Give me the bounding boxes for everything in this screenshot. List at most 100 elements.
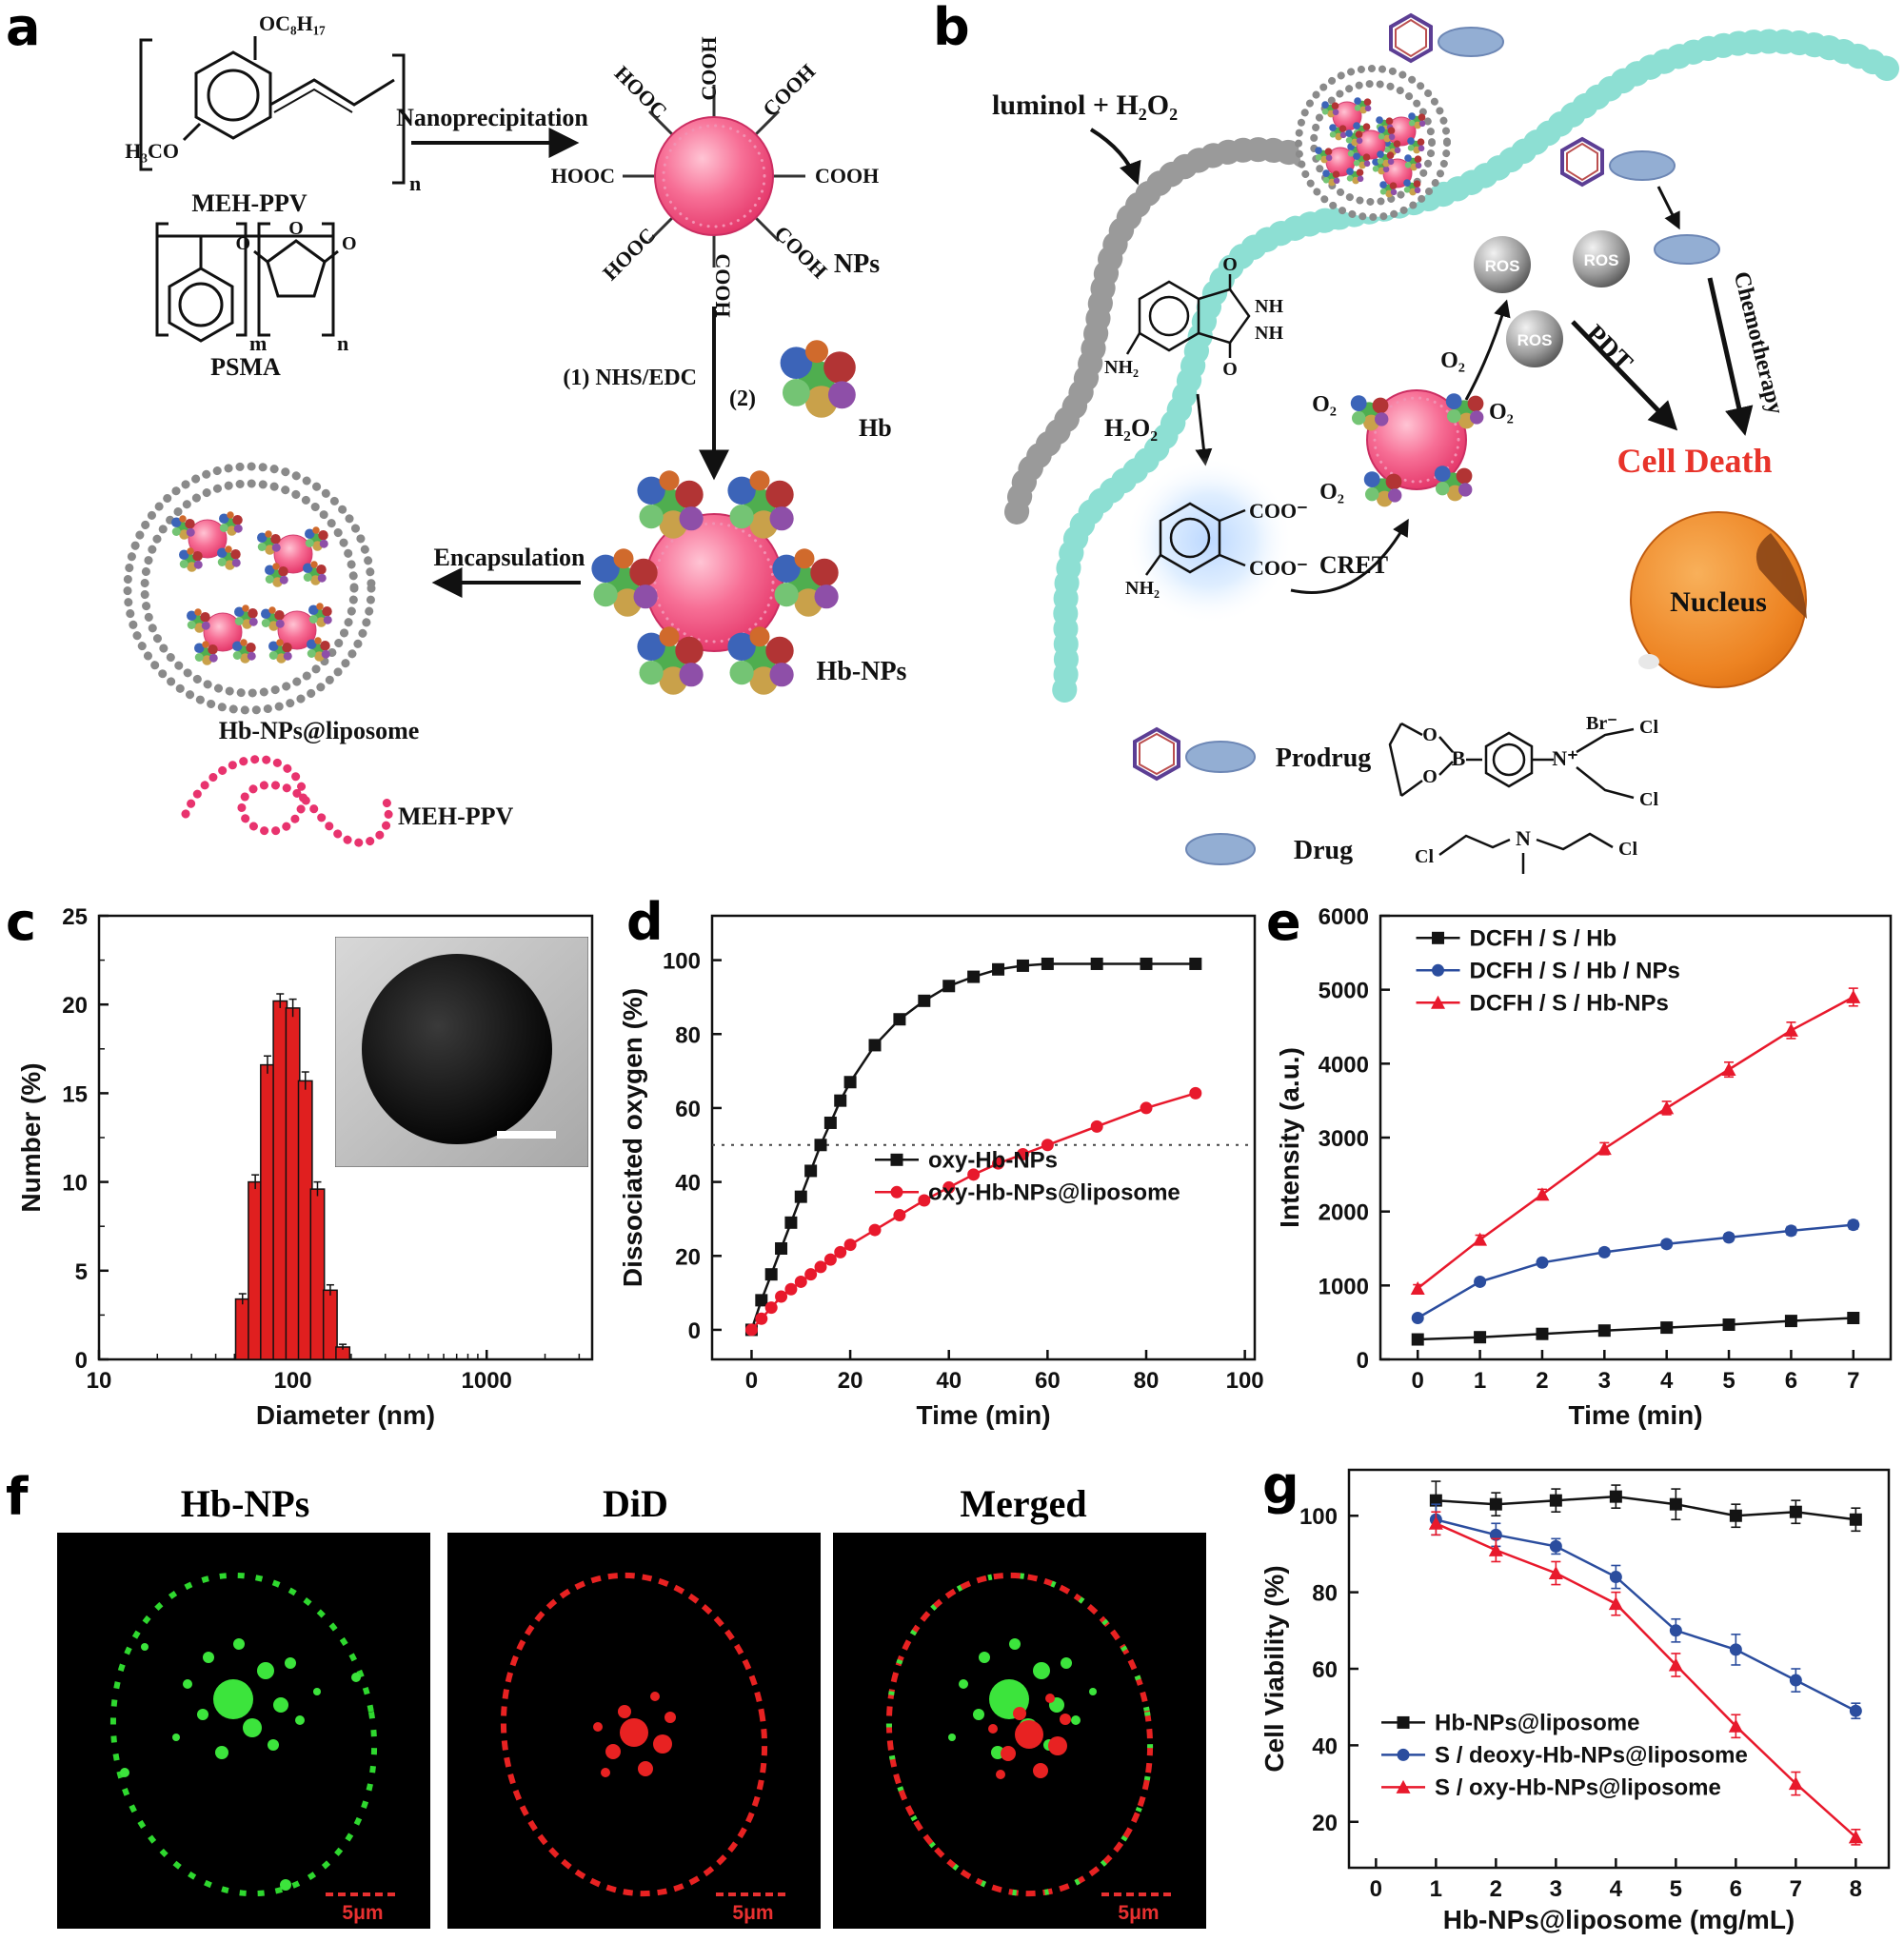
luminol-arrow (1089, 128, 1141, 186)
chart-d-oxygen-release: 0 20 40 60 80 100 0 20 40 60 80 100 oxy-Hb-NPs oxy-Hb… (617, 902, 1272, 1437)
label-h3co: H₃CO (125, 139, 179, 163)
svg-text:20: 20 (62, 993, 88, 1019)
confocal-image-merged: 5μm (833, 1533, 1206, 1929)
label-o: O (1422, 724, 1438, 745)
hb-protein-icon (780, 340, 856, 418)
panel-b-mechanism-scheme: ROS ROS ROS (992, 12, 1899, 874)
svg-text:10: 10 (62, 1171, 88, 1197)
svg-text:0: 0 (1357, 1348, 1369, 1374)
svg-text:40: 40 (675, 1171, 701, 1197)
label-nucleus: Nucleus (1670, 586, 1767, 618)
svg-text:2: 2 (1536, 1368, 1548, 1394)
svg-text:8: 8 (1850, 1876, 1862, 1902)
prodrug-icon-2 (1560, 136, 1676, 188)
svg-text:Cell Viability (%): Cell Viability (%) (1259, 1565, 1289, 1772)
svg-text:1000: 1000 (1319, 1274, 1369, 1299)
svg-text:7: 7 (1790, 1876, 1802, 1902)
svg-text:5: 5 (1670, 1876, 1682, 1902)
h2o2-arrow (1195, 393, 1213, 466)
svg-text:Hb-NPs@liposome (mg/mL): Hb-NPs@liposome (mg/mL) (1443, 1905, 1795, 1934)
label-coo: COO⁻ (1249, 499, 1308, 523)
panel-label-g: g (1262, 1456, 1299, 1516)
svg-text:6: 6 (1730, 1876, 1742, 1902)
svg-text:5: 5 (75, 1259, 88, 1285)
label-o: O (1222, 359, 1238, 380)
label-meh-ppv: MEH-PPV (191, 189, 307, 217)
ros-label: ROS (1584, 251, 1619, 269)
svg-text:10: 10 (87, 1368, 112, 1394)
svg-text:7: 7 (1847, 1368, 1859, 1394)
confocal-image-did: 5μm (447, 1533, 821, 1929)
label-n-plus: N⁺ (1552, 746, 1578, 770)
pdt-arrow (1571, 320, 1678, 431)
label-n-atom: N (1516, 826, 1531, 850)
drug-chemical-structure (1438, 832, 1614, 874)
svg-text:3000: 3000 (1319, 1126, 1369, 1152)
label-hooc-left: HOOC (551, 164, 615, 188)
label-nh: NH (1255, 296, 1283, 317)
label-o2: O₂ (1440, 348, 1465, 373)
svg-text:S / deoxy-Hb-NPs@liposome: S / deoxy-Hb-NPs@liposome (1435, 1742, 1748, 1768)
confocal-title-did: DiD (603, 1482, 668, 1525)
hb-np-sphere (591, 470, 839, 695)
scale-bar-label: 5μm (342, 1902, 383, 1924)
svg-text:100: 100 (274, 1368, 312, 1394)
label-cl: Cl (1415, 846, 1434, 867)
label-n: n (337, 331, 348, 355)
label-o2: O₂ (1312, 392, 1337, 417)
liposome (123, 462, 376, 715)
meh-ppv-structure (139, 36, 406, 185)
svg-text:5000: 5000 (1319, 979, 1369, 1004)
svg-text:0: 0 (1370, 1876, 1382, 1902)
nucleus-cell (1630, 511, 1807, 688)
label-meh-ppv-chain: MEH-PPV (398, 803, 514, 830)
label-luminol-h2o2: luminol + H₂O₂ (992, 89, 1178, 121)
svg-text:15: 15 (62, 1081, 88, 1107)
svg-text:6000: 6000 (1319, 904, 1369, 930)
svg-text:4000: 4000 (1319, 1052, 1369, 1078)
prodrug-to-drug-arrow (1656, 186, 1680, 230)
label-hooc-bottomleft: HOOC (598, 223, 660, 285)
label-pdt: PDT (1579, 319, 1638, 378)
label-hb: Hb (859, 414, 892, 442)
psma-structure (155, 222, 339, 343)
svg-text:Diameter (nm): Diameter (nm) (256, 1400, 435, 1430)
svg-text:0: 0 (75, 1348, 88, 1374)
ros-spheres: ROS ROS ROS (1474, 230, 1630, 367)
label-nanoprecipitation: Nanoprecipitation (396, 104, 588, 131)
liposome-with-nps (1295, 65, 1451, 221)
label-nh2: NH₂ (1104, 357, 1139, 378)
svg-text:Time (min): Time (min) (916, 1400, 1050, 1430)
svg-text:DCFH / S / Hb / NPs: DCFH / S / Hb / NPs (1470, 958, 1680, 983)
drug-legend-icon (1185, 833, 1256, 865)
np-oxygen-generator (1350, 389, 1484, 507)
svg-text:4: 4 (1610, 1876, 1623, 1902)
svg-text:4: 4 (1660, 1368, 1674, 1394)
panel-label-d: d (626, 892, 664, 952)
svg-text:100: 100 (663, 949, 701, 975)
panel-label-c: c (6, 892, 37, 952)
svg-text:oxy-Hb-NPs@liposome: oxy-Hb-NPs@liposome (928, 1179, 1180, 1205)
confocal-image-hbnps: 5μm (57, 1533, 430, 1929)
svg-text:80: 80 (1134, 1368, 1160, 1394)
svg-text:Hb-NPs@liposome: Hb-NPs@liposome (1435, 1710, 1639, 1735)
label-nh2: NH₂ (1125, 578, 1160, 599)
svg-text:40: 40 (1312, 1734, 1338, 1759)
chart-e-ros-intensity: 0 1 2 3 4 5 6 7 0 1000 2000 3000 4000 5000 6000 DCFH / … (1274, 902, 1904, 1437)
svg-text:Dissociated oxygen (%): Dissociated oxygen (%) (618, 988, 647, 1287)
svg-text:3: 3 (1598, 1368, 1611, 1394)
prodrug-legend-icon (1133, 726, 1256, 782)
scale-bar-label: 5μm (1118, 1902, 1159, 1924)
label-h2o2: H₂O₂ (1104, 414, 1158, 442)
svg-text:20: 20 (838, 1368, 863, 1394)
label-hb-nps: Hb-NPs (817, 657, 907, 686)
svg-text:100: 100 (1226, 1368, 1264, 1394)
gray-membrane (1004, 137, 1331, 525)
label-o: O (1422, 766, 1438, 787)
label-encapsulation: Encapsulation (434, 544, 585, 571)
svg-text:60: 60 (1035, 1368, 1061, 1394)
panel-label-a: a (6, 0, 41, 57)
label-cl: Cl (1618, 839, 1637, 860)
svg-text:0: 0 (745, 1368, 758, 1394)
confocal-title-merged: Merged (960, 1482, 1087, 1525)
